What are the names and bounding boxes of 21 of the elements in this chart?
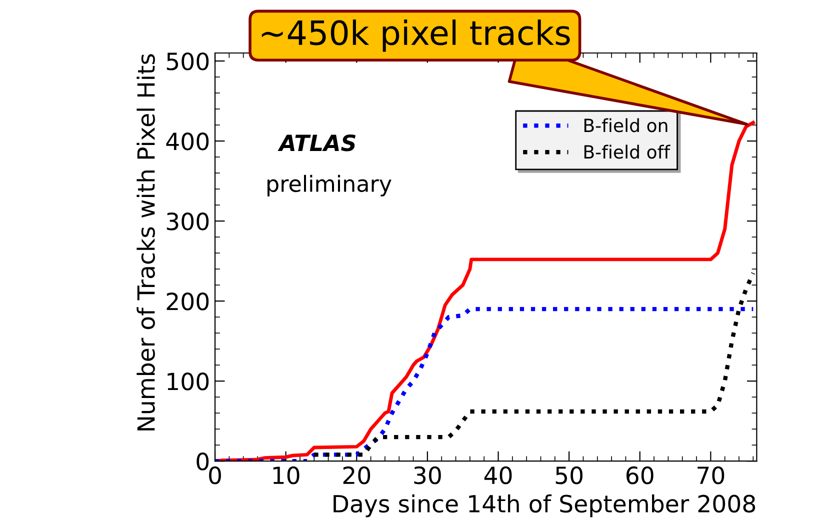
x-tick-label: 60: [626, 466, 654, 484]
legend-label: B-field on: [584, 118, 668, 132]
x-axis-title: Days since 14th of September 2008: [334, 494, 756, 518]
x-tick-label: 30: [414, 466, 441, 484]
y-tick-label: 500: [166, 52, 209, 70]
y-tick-label: 100: [168, 372, 209, 390]
x-tick-label: 40: [484, 466, 512, 484]
y-tick-label: 300: [166, 212, 209, 230]
x-tick-label: 20: [343, 466, 370, 484]
y-axis-title: Number of Tracks with Pixel Hits: [136, 54, 155, 430]
annotation: ATLAS: [278, 134, 356, 152]
x-tick-label: 0: [209, 466, 221, 484]
y-tick-label: 0: [196, 452, 209, 470]
y-tick-label: 200: [166, 292, 209, 310]
annotation: preliminary: [268, 174, 392, 196]
x-tick-label: 10: [273, 466, 300, 484]
x-tick-label: 70: [698, 466, 724, 484]
legend-label: B-field off: [584, 144, 670, 159]
x-tick-label: 50: [556, 466, 583, 484]
annotation: ~450k pixel tracks: [262, 20, 570, 52]
y-tick-label: 400: [166, 132, 209, 150]
